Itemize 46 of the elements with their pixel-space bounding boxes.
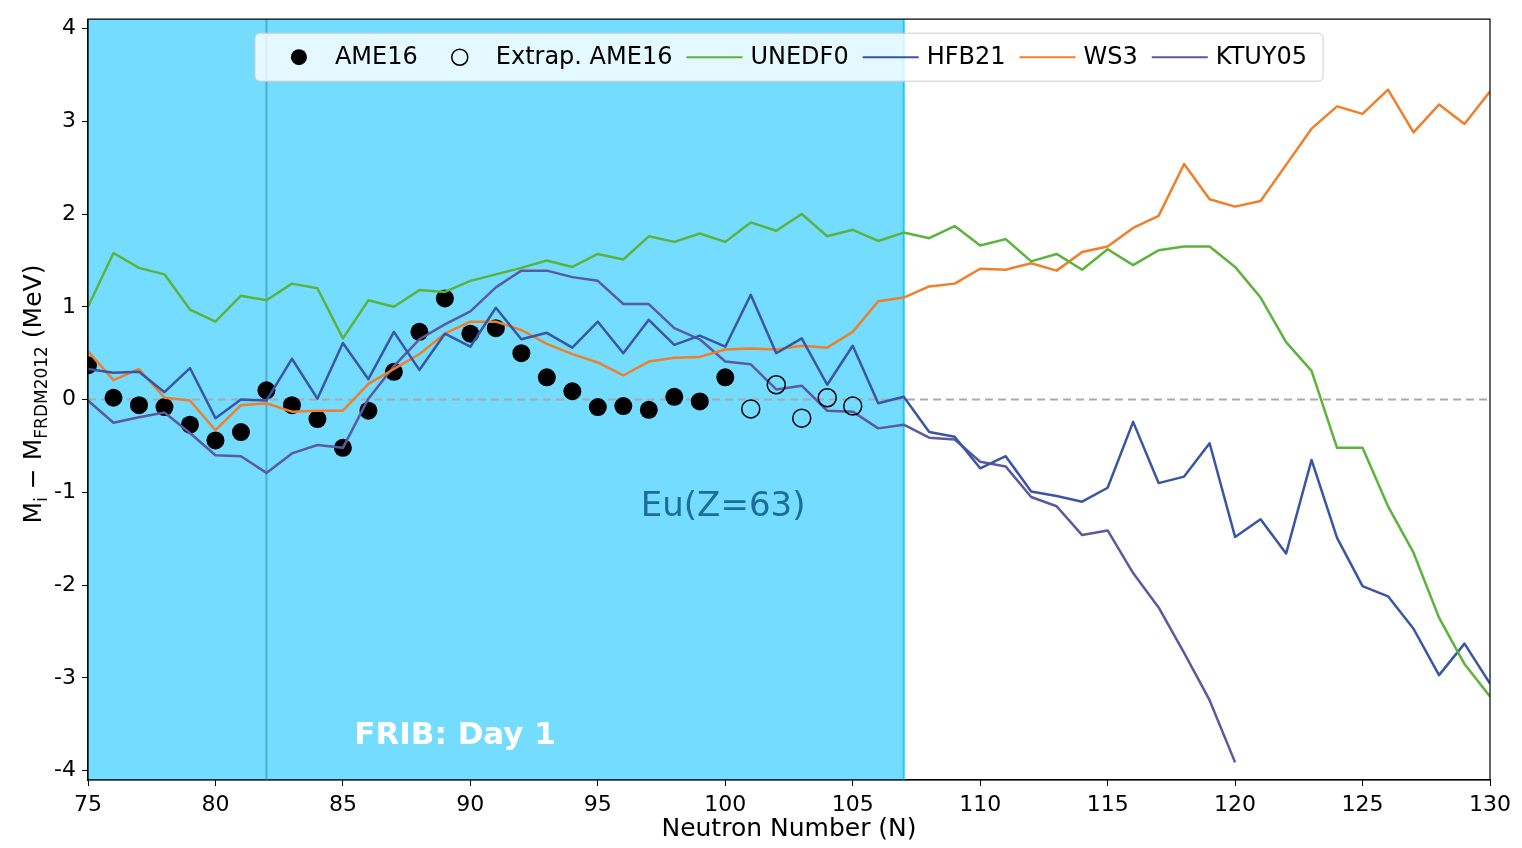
y-tick-label: 3 [62, 106, 76, 132]
x-tick-label: 110 [959, 790, 1002, 816]
point [104, 388, 123, 407]
x-tick-label: 75 [74, 790, 102, 816]
point [512, 344, 531, 363]
point [129, 396, 148, 415]
x-tick-label: 130 [1469, 790, 1511, 816]
y-tick-label: 1 [62, 292, 76, 318]
point [639, 400, 658, 419]
band-label: FRIB: Day 1 [354, 715, 556, 751]
x-tick-label: 120 [1214, 790, 1257, 816]
x-tick-label: 125 [1341, 790, 1384, 816]
legend-label: UNEDF0 [750, 42, 849, 71]
x-tick-label: 80 [201, 790, 230, 816]
point [817, 387, 837, 408]
point [308, 410, 327, 429]
y-tick-label: -4 [54, 756, 76, 782]
point [842, 396, 863, 416]
x-tick-label: 115 [1086, 790, 1129, 816]
point [614, 397, 633, 416]
legend-label: KTUY05 [1215, 42, 1308, 71]
point [665, 387, 684, 406]
legend-label: WS3 [1083, 42, 1138, 71]
point [563, 382, 582, 401]
y-tick-label: -3 [54, 663, 76, 689]
x-tick-label: 95 [583, 790, 612, 816]
annotation: Eu(Z=63) [640, 484, 806, 525]
y-tick-label: -2 [54, 570, 76, 596]
point [231, 423, 250, 442]
legend-label: Extrap. AME16 [495, 42, 673, 71]
point [741, 399, 761, 419]
point [588, 398, 607, 417]
legend-label: AME16 [334, 42, 418, 71]
y-tick-label: 4 [62, 14, 76, 40]
x-tick-label: 85 [328, 790, 357, 816]
y-tick-label: 0 [62, 385, 76, 411]
y-tick-label: 2 [62, 199, 76, 225]
point [766, 375, 787, 395]
point [690, 392, 709, 411]
point [716, 368, 735, 387]
legend-label: HFB21 [926, 42, 1006, 71]
y-tick-label: -1 [54, 478, 76, 504]
point [792, 408, 812, 428]
x-tick-label: 90 [456, 790, 485, 816]
point [206, 431, 225, 450]
point [537, 368, 556, 387]
